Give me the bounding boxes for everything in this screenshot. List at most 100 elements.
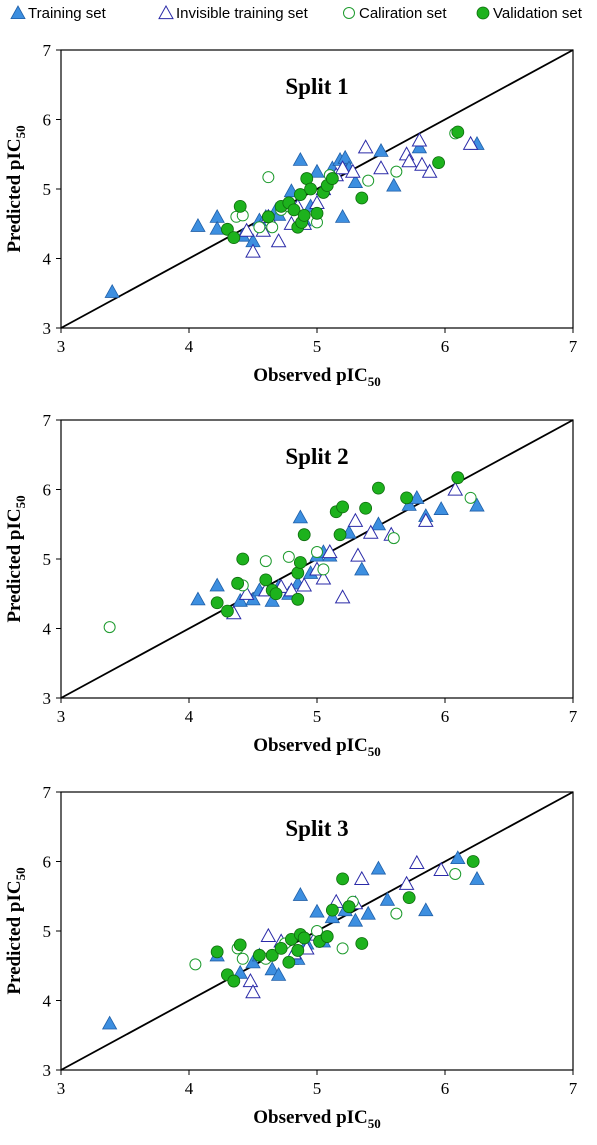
y-tick-label: 4 [43, 992, 52, 1011]
caliration-set-point [449, 868, 462, 881]
legend-label-invisible-training-set: Invisible training set [176, 5, 309, 22]
training-set-point [270, 966, 287, 981]
panel-title: Split 3 [285, 816, 348, 841]
legend-marker-caliration-set [343, 7, 355, 19]
caliration-set-point [311, 925, 323, 937]
validation-set-point [342, 900, 356, 914]
validation-set-point [297, 209, 311, 222]
validation-set-point [291, 592, 305, 606]
legend-item-training-set: Training set [10, 5, 107, 22]
validation-set-point [291, 944, 305, 957]
training-set-point [104, 284, 120, 298]
training-set-point [370, 860, 387, 875]
y-axis-title: Predicted pIC50 [4, 125, 28, 252]
invisible-training-set-point [315, 570, 332, 585]
training-set-point [433, 501, 449, 515]
validation-set-point [282, 955, 296, 969]
validation-set-point [325, 172, 339, 185]
y-tick-label: 6 [43, 481, 52, 500]
validation-set-point [220, 604, 234, 618]
y-tick-label: 4 [43, 250, 52, 269]
caliration-set-point [259, 555, 272, 568]
x-tick-label: 3 [57, 1079, 66, 1098]
legend-label-caliration-set: Caliration set [359, 5, 447, 22]
invisible-training-set-point [433, 861, 450, 876]
x-axis-title: Observed pIC50 [253, 735, 381, 759]
validation-set-point [287, 203, 301, 217]
invisible-training-set-point [238, 222, 255, 237]
validation-set-point [451, 471, 465, 485]
invisible-training-set-point [414, 156, 430, 171]
training-set-point [309, 163, 325, 178]
invisible-training-set-point [398, 875, 415, 890]
training-set-point [373, 142, 389, 157]
invisible-training-set-point [270, 233, 287, 248]
validation-set-point [261, 210, 275, 224]
invisible-training-set-point [362, 524, 379, 539]
training-set-point [101, 1015, 118, 1030]
invisible-training-set-point [238, 585, 255, 600]
training-set-point [190, 218, 206, 232]
training-set-point [386, 177, 402, 192]
y-tick-label: 4 [43, 620, 52, 639]
split-2-panel: 3 4 5 6 7 3 4 5 6 7 Split 2 Observed pIC50 Predicted… [0, 400, 597, 772]
invisible-training-set-point [447, 481, 464, 496]
validation-set-point [451, 125, 465, 139]
validation-set-point [259, 573, 273, 587]
training-set-point [292, 887, 309, 901]
validation-set-point [400, 491, 414, 505]
y-tick-label: 5 [43, 180, 52, 199]
training-set-point [370, 516, 387, 531]
validation-set-point [336, 500, 350, 514]
y-tick-label: 6 [43, 853, 52, 872]
invisible-training-set-point [334, 589, 351, 604]
training-set-point [347, 174, 364, 189]
y-tick-label: 7 [43, 41, 52, 60]
x-tick-label: 3 [57, 707, 66, 726]
training-set-point [245, 954, 261, 969]
training-set-point [409, 490, 425, 504]
caliration-set-point [266, 221, 279, 234]
series-invisible-training-set [225, 481, 464, 620]
validation-set-point [274, 941, 288, 955]
caliration-set-point [362, 174, 375, 187]
training-set-point [232, 592, 248, 607]
training-set-point [309, 903, 325, 918]
invisible-training-set-point [296, 577, 313, 592]
caliration-set-point [390, 907, 403, 920]
caliration-set-point [236, 952, 249, 965]
training-set-point [292, 509, 309, 524]
validation-set-point [466, 855, 480, 868]
y-tick-label: 3 [43, 689, 52, 708]
training-set-point [190, 591, 206, 606]
legend-item-validation-set: Validation set [476, 5, 583, 22]
x-tick-label: 5 [313, 337, 322, 356]
x-tick-label: 6 [441, 707, 450, 726]
caliration-set-point [387, 532, 400, 545]
validation-set-point [293, 556, 307, 569]
caliration-set-point [189, 958, 202, 971]
caliration-set-point [262, 171, 275, 184]
y-tick-label: 3 [43, 1061, 52, 1080]
invisible-training-set-point [347, 512, 364, 527]
legend-label-training-set: Training set [28, 5, 107, 22]
x-tick-label: 5 [313, 1079, 322, 1098]
y-tick-label: 3 [43, 319, 52, 338]
y-tick-label: 6 [43, 111, 52, 130]
training-set-point [209, 208, 225, 223]
series-training-set [101, 850, 485, 1030]
y-tick-label: 7 [43, 411, 52, 430]
training-set-point [418, 902, 434, 917]
training-set-point [469, 497, 485, 512]
split-1-panel: 3 4 5 6 7 3 4 5 6 7 Split 1 Observed pIC50 Predicted… [0, 30, 597, 402]
legend-item-caliration-set: Caliration set [343, 5, 447, 22]
x-axis-title: Observed pIC50 [253, 365, 381, 389]
invisible-training-set-point [321, 544, 338, 559]
training-set-point [360, 905, 376, 920]
legend-marker-training-set [10, 5, 26, 20]
training-set-point [334, 208, 351, 223]
validation-set-point [333, 528, 347, 542]
series-caliration-set [189, 868, 462, 971]
x-tick-label: 4 [185, 1079, 194, 1098]
validation-set-point [269, 587, 283, 601]
